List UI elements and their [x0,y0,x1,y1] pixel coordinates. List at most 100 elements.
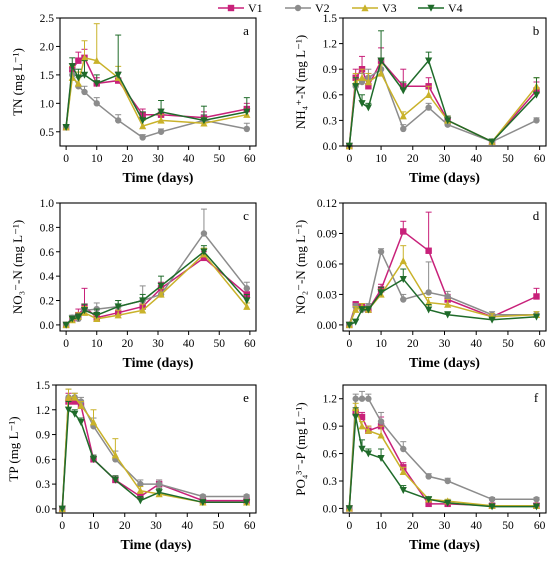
x-tick-label: 30 [150,520,162,532]
series-line [348,72,538,147]
x-tick-label: 10 [91,338,103,350]
y-tick-label: 0.12 [317,198,337,210]
data-point [89,418,98,426]
x-tick-label: 60 [244,338,256,350]
data-point [71,393,79,401]
data-point [358,445,366,453]
plot-frame [342,17,547,147]
data-point [425,473,432,480]
data-point [62,124,70,132]
y-tick-label: 1.5 [40,70,55,82]
y-tick-label: 0.0 [40,320,55,332]
data-point [243,125,251,133]
legend-marker [361,4,369,12]
series-V4 [62,245,251,329]
data-point [139,134,146,141]
data-point [64,406,73,414]
x-tick-label: 20 [122,338,134,350]
data-point [399,275,407,283]
data-point [444,300,452,308]
data-point [377,418,385,425]
panel-letter: b [533,23,540,38]
data-point [377,289,385,297]
series-line [61,396,247,509]
data-point [444,499,452,507]
x-tick-label: 10 [375,520,387,532]
data-point [155,480,163,488]
x-tick-label: 40 [183,338,195,350]
data-point [377,248,385,255]
x-tick-label: 60 [534,338,546,350]
x-tick-label: 10 [375,153,387,165]
data-point [358,413,366,421]
panel-a: 0 10 20 30 40 50 60 0.5 1.0 1.5 2.0 2.5 Time (days) T… [10,13,257,186]
data-point [364,450,372,458]
series-V2 [346,390,540,512]
x-tick-label: 20 [122,153,134,165]
panel-b: 0 10 20 30 40 50 60 0.0 0.3 0.6 0.9 1.2 1.5 Time (day… [293,13,547,186]
data-point [139,122,147,130]
data-point [93,80,101,88]
panel-letter: d [533,208,540,223]
data-point [114,71,122,79]
data-point [199,493,207,500]
y-tick-label: 0.3 [323,476,338,488]
data-point [425,500,432,508]
data-point [80,54,89,62]
y-tick-label: 0.8 [40,222,55,234]
data-point [533,117,540,124]
x-tick-label: 60 [244,153,256,165]
x-tick-label: 30 [439,153,451,165]
plot-frame [59,17,257,147]
data-point [377,57,385,65]
data-point [157,128,165,135]
x-tick-label: 60 [534,520,546,532]
data-point [400,296,407,303]
y-axis-title: NO₂⁻-N (mg L⁻¹) [293,220,308,314]
y-tick-label: 0.06 [317,259,337,271]
data-point [243,285,251,292]
data-point [358,422,366,430]
data-point [77,418,85,426]
y-tick-label: 1.5 [36,380,51,392]
series-line [348,259,537,326]
data-point [345,321,353,329]
legend: V1 V2 V3 V4 [218,1,463,15]
data-point [488,496,496,503]
data-point [68,315,76,323]
data-point [62,321,70,329]
y-axis-title: TN (mg L⁻¹) [10,48,25,116]
y-axis-title: PO₄³⁻-P (mg L⁻¹) [293,402,308,495]
data-point [71,398,78,405]
data-point [532,313,541,321]
data-point [352,83,360,91]
data-point [137,480,144,488]
data-point [444,117,452,125]
data-point [157,282,165,290]
series-line [348,230,537,326]
series-line [61,408,247,509]
data-point [425,496,433,504]
series-V2 [62,208,251,329]
x-tick-label: 40 [470,520,482,532]
series-line [65,72,247,139]
legend-marker [294,4,302,12]
data-point [352,395,359,402]
x-tick-label: 50 [214,153,226,165]
data-point [377,69,385,77]
data-point [377,431,385,439]
y-tick-label: 0.5 [40,127,55,139]
data-point [139,117,147,125]
y-tick-label: 0.09 [317,228,337,240]
data-point [425,247,432,254]
series-V4 [345,30,541,150]
data-point [114,303,122,311]
data-point [488,138,496,146]
data-point [358,73,366,81]
panel-e: 0 10 20 30 40 50 60 0.0 0.3 0.6 0.9 1.2 1.5 Time (day… [6,380,257,553]
series-V4 [345,268,541,329]
y-tick-label: 0.0 [323,503,338,515]
y-tick-label: 1.5 [323,13,338,25]
x-tick-label: 50 [213,520,225,532]
panel-letter: a [243,23,249,38]
